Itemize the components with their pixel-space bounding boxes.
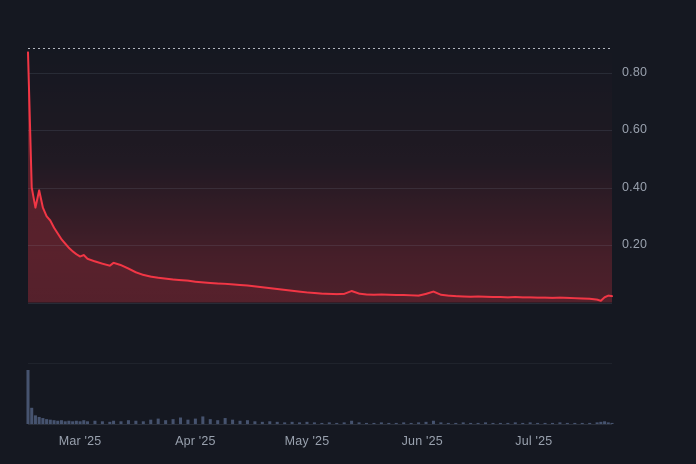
price-volume-chart-panel: 0.80 0.60 0.40 0.20 Mar '25 Apr '25 May '25 Ju… xyxy=(0,0,696,464)
chart-plot-canvas[interactable] xyxy=(0,0,696,464)
